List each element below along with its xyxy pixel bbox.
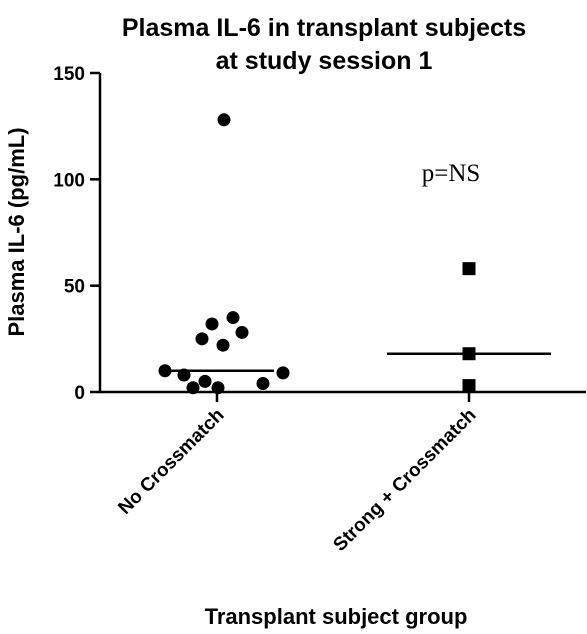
data-point-circle	[256, 376, 270, 390]
data-point-circle	[177, 368, 191, 382]
y-axis-label: Plasma IL-6 (pg/mL)	[4, 127, 29, 336]
data-point-square	[462, 379, 476, 393]
y-tick-label: 0	[74, 383, 85, 404]
data-point-circle	[276, 366, 290, 380]
x-tick-label: No Crossmatch	[114, 405, 228, 519]
data-point-circle	[186, 381, 200, 395]
data-point-circle	[211, 381, 225, 395]
x-tick-label: Strong + Crossmatch	[329, 405, 480, 556]
data-point-circle	[158, 364, 172, 378]
data-point-square	[462, 262, 476, 276]
p-value-annotation: p=NS	[422, 160, 481, 187]
y-tick-label: 50	[64, 277, 85, 298]
chart-title-line-2: at study session 1	[216, 47, 433, 75]
data-point-square	[462, 347, 476, 361]
x-axis-label: Transplant subject group	[205, 604, 468, 629]
data-point-circle	[226, 311, 240, 325]
axes	[98, 73, 586, 394]
data-point-circle	[217, 113, 231, 127]
chart-title-line-1: Plasma IL-6 in transplant subjects	[122, 14, 526, 42]
data-point-circle	[205, 317, 219, 331]
y-tick-label: 100	[53, 170, 85, 191]
x-ticks: No Crossmatch Strong + Crossmatch	[114, 392, 481, 556]
data-point-circle	[235, 325, 249, 339]
y-ticks: 0 50 100 150	[53, 64, 100, 404]
data-marks	[158, 113, 551, 395]
data-point-circle	[216, 338, 230, 352]
data-point-circle	[195, 332, 209, 346]
data-point-circle	[198, 374, 212, 388]
y-tick-label: 150	[53, 64, 85, 85]
